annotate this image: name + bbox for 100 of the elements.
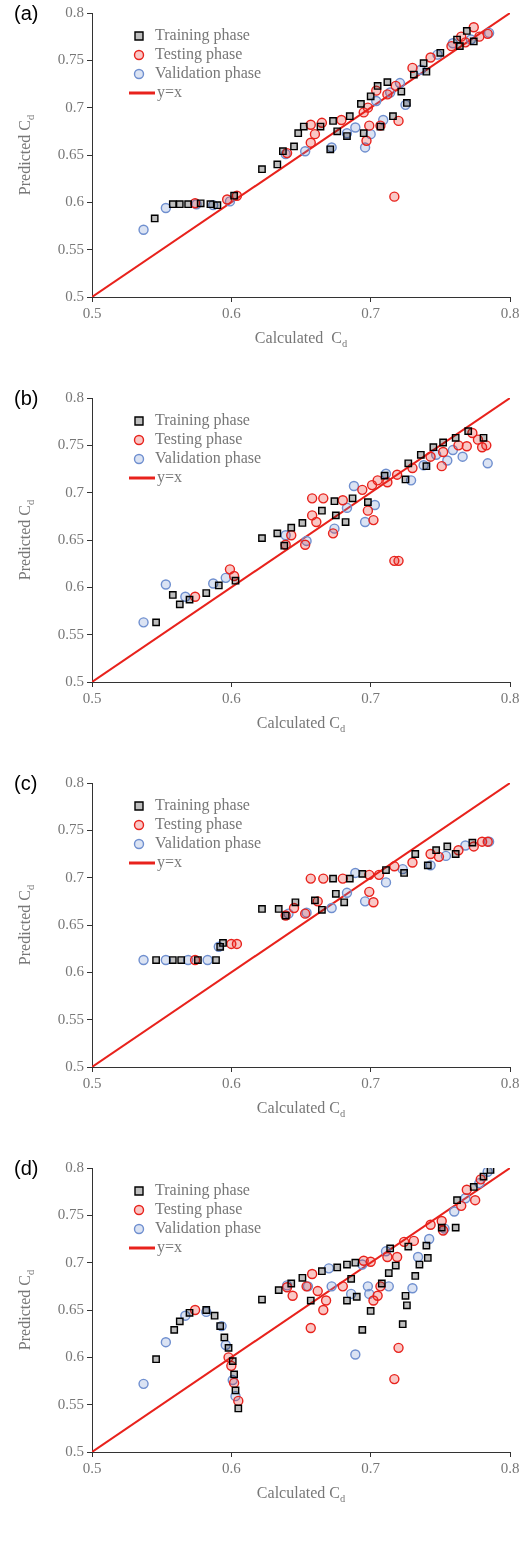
point [290, 142, 298, 151]
point [343, 1260, 351, 1269]
y-tick-label: 0.55 [57, 1010, 84, 1027]
x-tick-label: 0.8 [500, 1074, 520, 1091]
y-tick-label: 0.65 [57, 530, 84, 547]
point [437, 1223, 446, 1232]
point [451, 433, 460, 442]
point [423, 861, 432, 870]
point [234, 1404, 243, 1413]
legend-label: Validation phase [155, 64, 262, 83]
point [389, 1373, 400, 1385]
point [329, 117, 337, 125]
point [299, 539, 311, 550]
point [152, 956, 160, 964]
point [318, 1267, 326, 1276]
point [184, 200, 193, 209]
point [202, 1306, 211, 1314]
legend-label: Testing phase [155, 430, 243, 449]
point [469, 37, 478, 46]
legend-label: Training phase [155, 796, 250, 815]
point [320, 1295, 332, 1306]
point [327, 528, 339, 539]
point [333, 1263, 342, 1272]
x-tick-label: 0.7 [361, 304, 381, 321]
point [361, 135, 372, 146]
y-tick-label: 0.6 [65, 193, 85, 210]
point [464, 427, 473, 436]
point [482, 458, 493, 469]
point [425, 451, 436, 462]
point [175, 600, 184, 609]
point [305, 137, 316, 148]
point [343, 132, 351, 140]
y-axis-title: Predicted Cd [16, 1269, 36, 1351]
point [330, 497, 339, 506]
point [150, 214, 159, 223]
point [403, 1301, 411, 1310]
point [299, 122, 308, 131]
point [408, 1235, 420, 1247]
point [404, 459, 413, 468]
point [337, 1281, 348, 1292]
point [383, 78, 392, 86]
point [138, 954, 149, 966]
point [294, 129, 303, 138]
point [433, 851, 445, 863]
point [364, 886, 375, 898]
x-tick-label: 0.6 [221, 1074, 242, 1091]
point [364, 498, 372, 507]
point [391, 1261, 400, 1270]
point [364, 120, 375, 131]
point [411, 850, 420, 858]
point [425, 1219, 436, 1230]
y-tick-label: 0.75 [57, 51, 84, 68]
point [309, 128, 321, 140]
point [168, 200, 177, 209]
point [345, 112, 354, 121]
point [258, 905, 266, 913]
point [403, 99, 411, 107]
point [419, 59, 428, 68]
point [230, 1370, 238, 1379]
y-tick-label: 0.5 [65, 1057, 84, 1074]
point [423, 1254, 432, 1262]
point [409, 70, 418, 79]
point [298, 1273, 307, 1282]
point [228, 1357, 237, 1365]
y-axis-title: Predicted Cd [16, 114, 36, 196]
point [359, 896, 371, 907]
point [384, 1269, 393, 1277]
point [366, 92, 375, 101]
legend-label: y=x [157, 1238, 183, 1257]
point [412, 1251, 424, 1263]
point [359, 129, 368, 138]
point [401, 1291, 410, 1300]
chart-title: (d) [14, 1156, 39, 1179]
point [160, 1336, 172, 1348]
point [219, 939, 227, 947]
point [170, 1326, 179, 1334]
legend-label: Training phase [155, 26, 250, 45]
y-tick-label: 0.75 [57, 821, 84, 838]
point [479, 433, 488, 442]
point [168, 591, 177, 599]
point [386, 1244, 395, 1253]
point [411, 1272, 420, 1280]
point [305, 1322, 316, 1334]
point [397, 87, 406, 96]
point [287, 1279, 296, 1288]
point [400, 869, 408, 877]
x-tick-label: 0.6 [221, 1459, 242, 1476]
x-tick-label: 0.5 [82, 689, 102, 706]
point [469, 1194, 481, 1206]
point [436, 48, 445, 57]
legend-label: y=x [157, 468, 183, 487]
point [457, 451, 468, 462]
legend-label: Testing phase [155, 1200, 243, 1219]
point [311, 896, 319, 905]
point [352, 1292, 361, 1301]
point [224, 1343, 233, 1352]
point [305, 873, 316, 884]
point [425, 52, 436, 63]
point [138, 1378, 149, 1390]
point [393, 1342, 404, 1354]
